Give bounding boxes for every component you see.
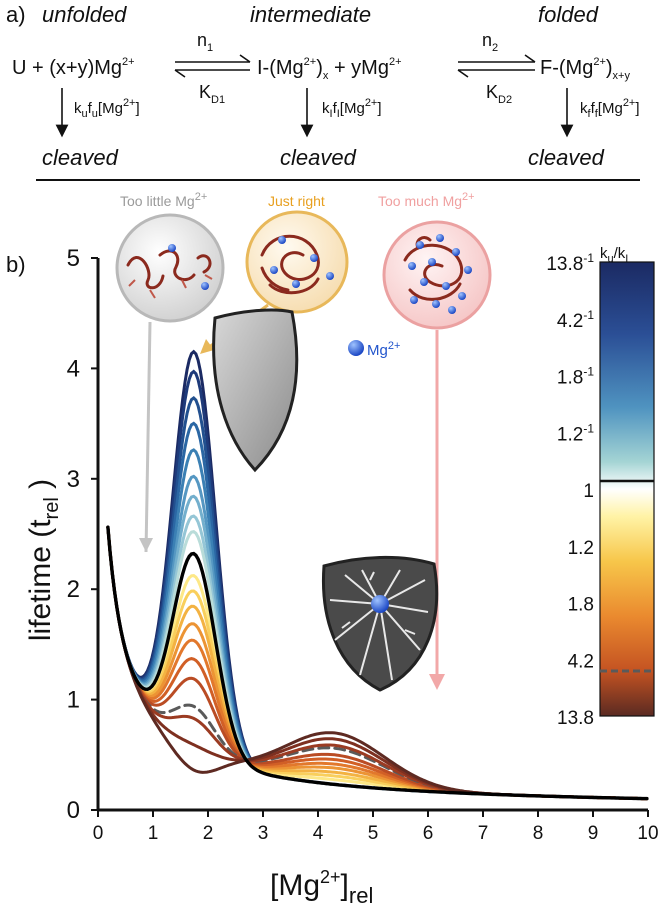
shield-intact-icon (212, 308, 299, 473)
outcome-cleaved-intermediate: cleaved (280, 145, 357, 170)
arrow-too-little (144, 321, 152, 553)
outcome-cleaved-folded: cleaved (528, 145, 605, 170)
series-line (106, 525, 649, 801)
y-tick-label: 3 (67, 466, 80, 493)
lifetime-chart: 0 1 2 3 4 5 6 7 8 9 10 0 1 2 3 4 5 (67, 245, 659, 844)
equilibrium-arrows-2: n2 KD2 (457, 30, 536, 106)
regime-label-just-right: Just right (268, 193, 325, 209)
regime-label-too-little: Too little Mg2+ (120, 191, 207, 209)
x-axis-title: [Mg2+]rel (270, 867, 373, 908)
rate-n2: n2 (482, 30, 498, 54)
colorbar-tick-label: 1.2-1 (557, 421, 594, 445)
state-name-unfolded: unfolded (42, 2, 127, 27)
cleavage-folded: kfff[Mg2+] cleaved (528, 88, 640, 170)
mg-ion-legend: Mg2+ (348, 340, 400, 359)
panel-a-label: a) (6, 2, 26, 27)
regime-label-too-much: Too much Mg2+ (378, 191, 475, 209)
panel-a-scheme: a) unfolded intermediate folded U + (x+y… (6, 2, 640, 181)
x-tick-label: 10 (637, 823, 658, 844)
colorbar: ku/kI 13.8-14.2-11.8-11.2-111.21.84.213.… (546, 245, 655, 729)
x-tick-label: 4 (313, 823, 324, 844)
x-tick-label: 2 (203, 823, 214, 844)
x-tick-label: 0 (93, 823, 104, 844)
colorbar-ticks: 13.8-1 4.2-1 1.8-1 1.2-1 1 1.2 1.8 4.2 13.8 (546, 251, 594, 729)
equilibrium-arrows-1: n1 KD1 (174, 30, 251, 106)
colorbar-tick-label: 1.8 (568, 595, 594, 616)
colorbar-gradient (599, 261, 655, 717)
cleavage-unfolded: kufu[Mg2+] cleaved (42, 88, 140, 170)
x-tick-label: 3 (258, 823, 269, 844)
mg-ion-icon (348, 340, 364, 356)
x-ticks: 0 1 2 3 4 5 6 7 8 9 10 (93, 810, 659, 844)
too-much-mg-ball (382, 220, 492, 330)
x-tick-label: 7 (478, 823, 489, 844)
constant-kd2: KD2 (486, 82, 512, 106)
just-right-ball (245, 210, 349, 314)
colorbar-title: ku/kI (600, 245, 628, 265)
colorbar-tick-label: 1 (583, 481, 594, 502)
species-unfolded: U + (x+y)Mg2+ (12, 56, 135, 79)
y-ticks: 0 1 2 3 4 5 (67, 245, 98, 824)
rate-ki: kIfI[Mg2+] (322, 97, 382, 120)
rate-n1: n1 (197, 30, 213, 54)
y-tick-label: 0 (67, 797, 80, 824)
state-name-folded: folded (538, 2, 599, 27)
x-tick-label: 9 (588, 823, 599, 844)
constant-kd1: KD1 (199, 82, 225, 106)
outcome-cleaved-unfolded: cleaved (42, 145, 119, 170)
colorbar-tick-label: 1.8-1 (557, 365, 594, 389)
cleavage-intermediate: kIfI[Mg2+] cleaved (280, 88, 382, 170)
rate-kf: kfff[Mg2+] (580, 97, 640, 120)
species-intermediate: I-(Mg2+)x + yMg2+ (257, 56, 402, 82)
colorbar-tick-label: 4.2-1 (557, 308, 594, 332)
rate-ku: kufu[Mg2+] (74, 97, 140, 120)
series-layer (106, 349, 649, 801)
colorbar-tick-label: 13.8 (557, 708, 594, 729)
mg-ion-legend-label: Mg2+ (367, 340, 400, 359)
y-tick-label: 1 (67, 687, 80, 714)
colorbar-tick-label: 1.2 (568, 538, 594, 559)
colorbar-tick-label: 4.2 (568, 651, 594, 672)
state-name-intermediate: intermediate (250, 2, 371, 27)
shield-broken-icon (321, 555, 439, 692)
x-tick-label: 1 (148, 823, 159, 844)
y-axis-title: lifetime (trel ) (24, 479, 63, 641)
x-tick-label: 8 (533, 823, 544, 844)
too-little-mg-ball (115, 213, 225, 323)
x-tick-label: 6 (423, 823, 434, 844)
y-tick-label: 4 (67, 355, 80, 382)
panel-b-label: b) (6, 252, 26, 277)
colorbar-tick-label: 13.8-1 (546, 251, 594, 275)
x-tick-label: 5 (368, 823, 379, 844)
y-tick-label: 2 (67, 576, 80, 603)
y-tick-label: 5 (67, 245, 80, 272)
species-folded: F-(Mg2+)x+y (540, 56, 630, 82)
